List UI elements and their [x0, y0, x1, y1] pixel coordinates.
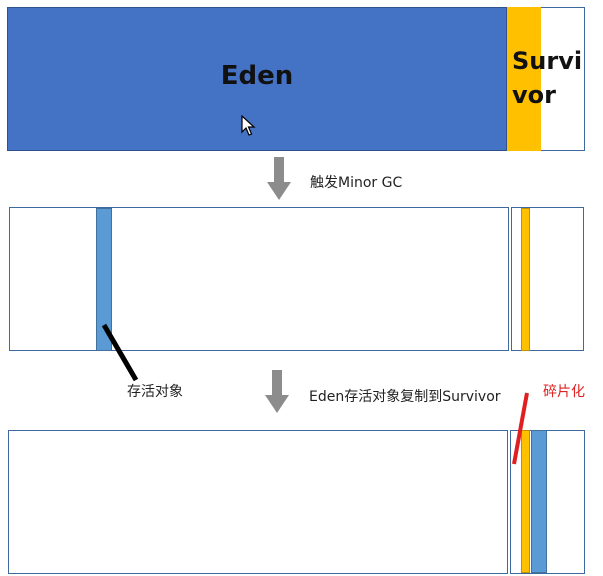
- down-arrow-icon: [267, 157, 291, 200]
- copy-to-survivor-caption: Eden存活对象复制到Survivor: [309, 389, 501, 405]
- survivor-old-object: [521, 430, 530, 573]
- eden-space-full: Eden: [7, 7, 507, 151]
- survivor-copied-live-object: [531, 430, 547, 573]
- survivor-label-line2: vor: [512, 81, 556, 109]
- eden-space-after-gc: [9, 207, 509, 351]
- fragmentation-label: 碎片化: [543, 384, 585, 400]
- survivor-object: [521, 208, 530, 351]
- mouse-cursor-icon: [241, 115, 256, 136]
- eden-space-cleared: [8, 430, 508, 574]
- survivor-empty-region: [541, 7, 585, 151]
- survivor-filled-region: [507, 7, 542, 151]
- eden-live-object: [96, 208, 112, 351]
- survivor-label: Survi vor: [512, 44, 584, 112]
- eden-label: Eden: [220, 61, 294, 91]
- minor-gc-caption: 触发Minor GC: [310, 175, 403, 191]
- down-arrow-icon: [265, 370, 289, 413]
- live-object-label: 存活对象: [127, 384, 183, 400]
- survivor-label-line1: Survi: [512, 47, 583, 75]
